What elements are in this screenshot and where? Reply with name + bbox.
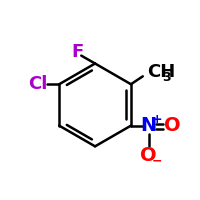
Text: Cl: Cl [28, 75, 47, 93]
Text: N: N [141, 116, 157, 135]
Text: −: − [151, 155, 162, 168]
Text: O: O [164, 116, 181, 135]
Text: F: F [71, 43, 83, 61]
Text: 3: 3 [162, 71, 171, 84]
Text: CH: CH [147, 63, 175, 81]
Text: +: + [151, 113, 162, 126]
Text: O: O [140, 146, 157, 165]
